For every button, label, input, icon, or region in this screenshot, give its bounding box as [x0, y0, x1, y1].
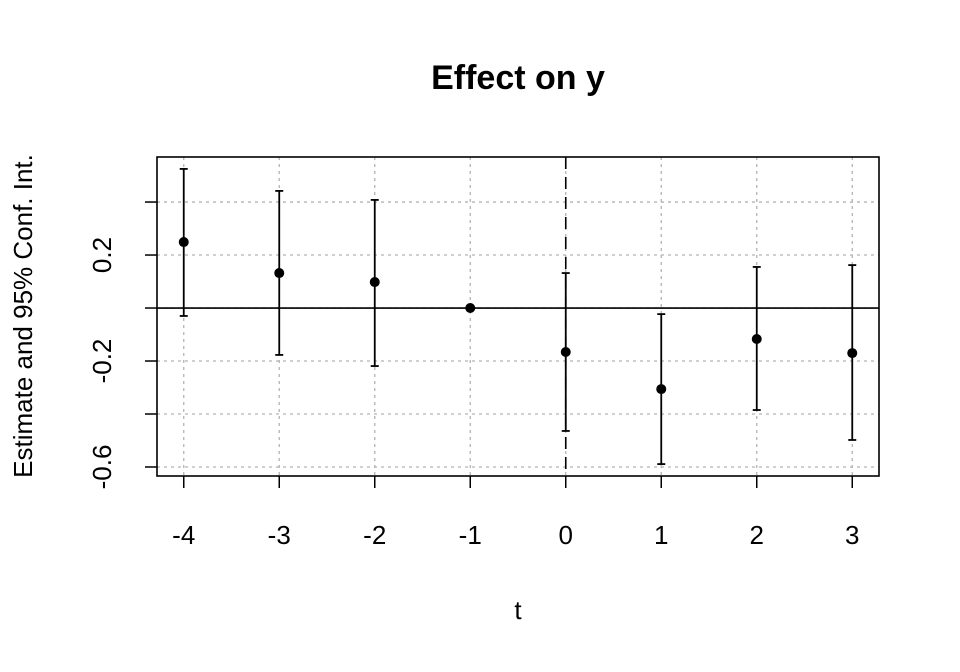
x-tick-label: 3 [845, 520, 859, 550]
point [847, 348, 858, 359]
x-tick-label: 1 [654, 520, 668, 550]
point [178, 237, 189, 248]
y-tick-label: -0.6 [87, 445, 117, 490]
x-tick-label: -2 [363, 520, 386, 550]
point [656, 384, 667, 395]
point [751, 334, 762, 345]
x-axis-label: t [514, 595, 522, 625]
point [560, 347, 571, 358]
x-tick-label: -1 [459, 520, 482, 550]
point [465, 303, 476, 314]
x-tick-label: -3 [268, 520, 291, 550]
point [369, 277, 380, 288]
x-tick-label: 0 [559, 520, 573, 550]
point [274, 268, 285, 279]
x-tick-label: -4 [172, 520, 195, 550]
plot-frame [156, 156, 880, 477]
y-axis-label: Estimate and 95% Conf. Int. [8, 154, 38, 478]
y-tick-label: 0.2 [87, 237, 117, 273]
x-tick-label: 2 [750, 520, 764, 550]
y-tick-label: -0.2 [87, 339, 117, 384]
chart-title: Effect on y [431, 59, 605, 97]
